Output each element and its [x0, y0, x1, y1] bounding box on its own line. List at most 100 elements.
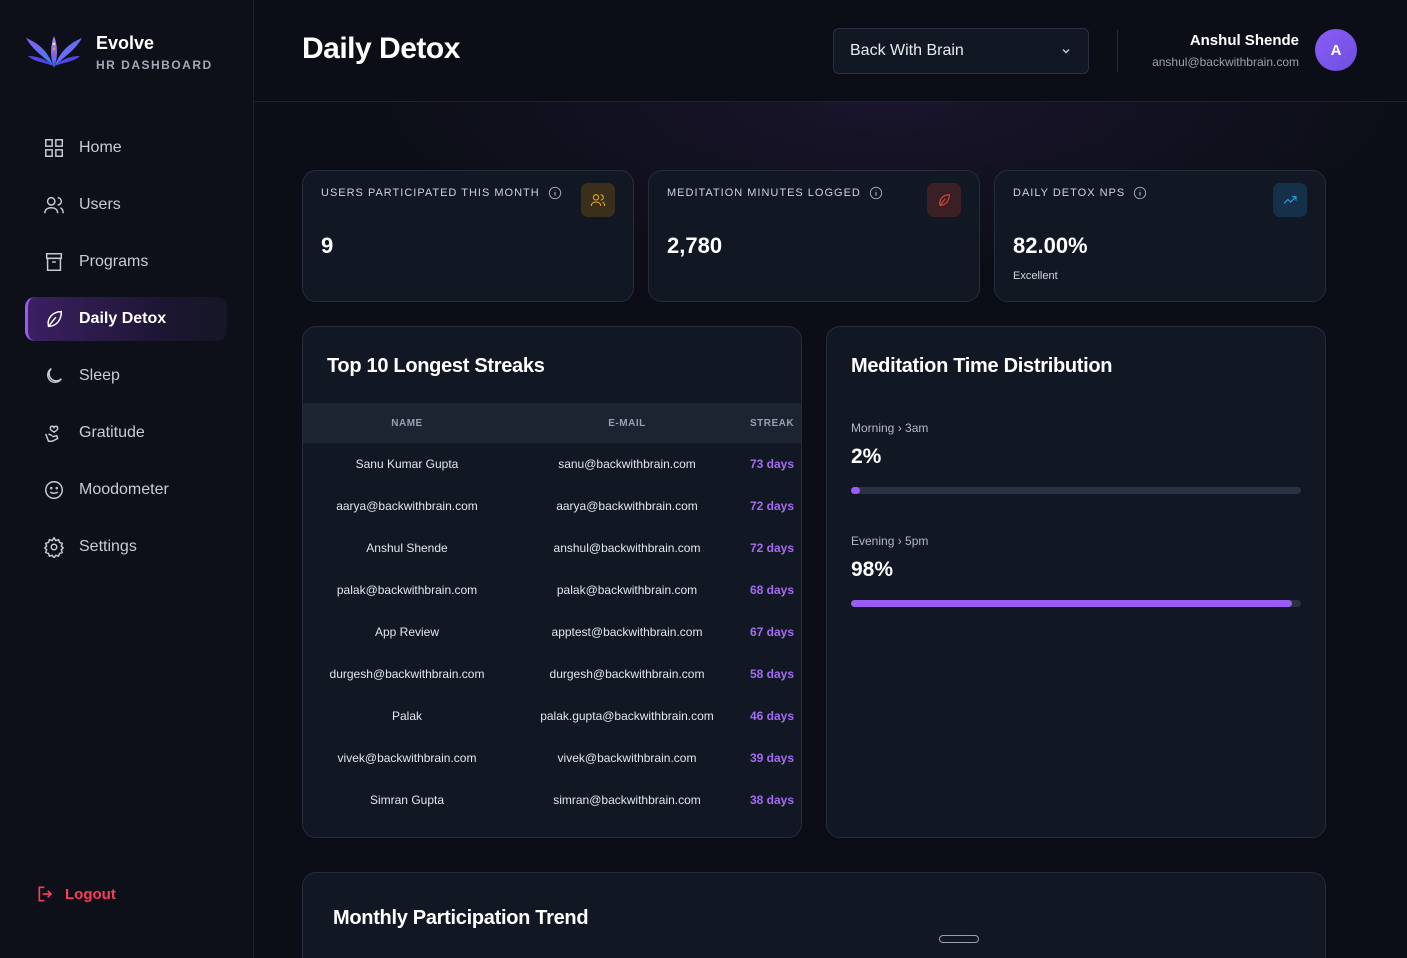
stat-icon-box: [1273, 183, 1307, 217]
sidebar-item-label: Programs: [79, 253, 149, 270]
table-row[interactable]: aarya@backwithbrain.com aarya@backwithbra…: [303, 485, 801, 527]
column-header-email[interactable]: E-MAIL: [608, 417, 646, 429]
table-row[interactable]: palak@backwithbrain.com palak@backwithbra…: [303, 569, 801, 611]
table-row[interactable]: durgesh@backwithbrain.com durgesh@backwit…: [303, 653, 801, 695]
user-email: anshul@backwithbrain.com: [1152, 55, 1299, 69]
table-header: NAME E-MAIL STREAK: [303, 403, 801, 443]
sidebar-item-label: Home: [79, 139, 122, 156]
brand-name: Evolve: [96, 33, 155, 53]
stat-label: MEDITATION MINUTES LOGGED: [667, 187, 861, 199]
moon-icon: [47, 368, 62, 383]
leaf-icon: [47, 310, 63, 328]
logout-button[interactable]: Logout: [36, 884, 116, 904]
stat-value: 2,780: [667, 233, 723, 258]
leaf-icon: [939, 194, 950, 206]
user-name: Anshul Shende: [1189, 32, 1299, 49]
stat-label: USERS PARTICIPATED THIS MONTH: [321, 187, 540, 199]
stat-value: 9: [321, 233, 334, 258]
stat-icon-box: [581, 183, 615, 217]
sidebar-item-sleep[interactable]: Sleep: [25, 354, 227, 398]
cell-email: durgesh@backwithbrain.com: [549, 667, 705, 681]
cell-email: vivek@backwithbrain.com: [557, 751, 697, 765]
progress-fill-morning: [851, 487, 860, 494]
table-body: Sanu Kumar Gupta sanu@backwithbrain.com 73…: [303, 443, 801, 821]
logout-label: Logout: [65, 885, 116, 903]
cell-email: palak.gupta@backwithbrain.com: [540, 709, 714, 723]
cell-streak: 58 days: [749, 667, 795, 681]
organization-select[interactable]: Back With Brain: [833, 28, 1089, 74]
cell-streak: 67 days: [749, 625, 795, 639]
distribution-label-evening: Evening › 5pm: [851, 534, 929, 548]
cell-streak: 68 days: [749, 583, 795, 597]
cell-name: Palak: [391, 709, 423, 723]
table-row[interactable]: Simran Gupta simran@backwithbrain.com 38 d…: [303, 779, 801, 821]
cell-name: App Review: [374, 625, 440, 639]
distribution-card: Meditation Time Distribution Morning › 3…: [826, 326, 1326, 838]
cell-name: durgesh@backwithbrain.com: [329, 667, 485, 681]
stat-card-header: USERS PARTICIPATED THIS MONTH: [321, 186, 562, 200]
cell-streak: 39 days: [749, 751, 795, 765]
progress-fill-evening: [851, 600, 1292, 607]
stat-card-meditation-minutes: MEDITATION MINUTES LOGGED 2,780: [648, 170, 980, 302]
cell-name: vivek@backwithbrain.com: [337, 751, 477, 765]
distribution-value-morning: 2%: [851, 445, 882, 468]
users-icon: [44, 196, 64, 214]
cell-streak: 46 days: [749, 709, 795, 723]
gear-icon: [43, 536, 65, 558]
trend-title: Monthly Participation Trend: [333, 907, 589, 929]
stat-label: DAILY DETOX NPS: [1013, 187, 1126, 199]
chart-toggle-handle[interactable]: [939, 935, 979, 943]
cell-email: simran@backwithbrain.com: [553, 793, 701, 807]
sidebar-item-programs[interactable]: Programs: [25, 240, 227, 284]
users-icon: [590, 194, 606, 207]
table-row[interactable]: Sanu Kumar Gupta sanu@backwithbrain.com 73…: [303, 443, 801, 485]
sidebar-item-settings[interactable]: Settings: [25, 525, 227, 569]
archive-icon: [45, 253, 63, 271]
stat-card-detox-nps: DAILY DETOX NPS 82.00% Excellent: [994, 170, 1326, 302]
cell-name: aarya@backwithbrain.com: [336, 499, 478, 513]
cell-email: anshul@backwithbrain.com: [553, 541, 701, 555]
sidebar-item-gratitude[interactable]: Gratitude: [25, 411, 227, 455]
sidebar-item-daily-detox[interactable]: Daily Detox: [25, 297, 227, 341]
grid-icon: [45, 139, 63, 157]
trend-card: Monthly Participation Trend: [302, 872, 1326, 958]
table-row[interactable]: Anshul Shende anshul@backwithbrain.com 72 …: [303, 527, 801, 569]
brand[interactable]: Evolve HR DASHBOARD: [24, 32, 213, 72]
cell-streak: 38 days: [749, 793, 795, 807]
column-header-streak[interactable]: STREAK: [749, 417, 795, 429]
info-icon[interactable]: [1133, 186, 1147, 200]
info-icon[interactable]: [548, 186, 562, 200]
distribution-value-evening: 98%: [851, 558, 894, 581]
sidebar-item-home[interactable]: Home: [25, 126, 227, 170]
sidebar-item-users[interactable]: Users: [25, 183, 227, 227]
cell-name: palak@backwithbrain.com: [336, 583, 478, 597]
sidebar-item-moodometer[interactable]: Moodometer: [25, 468, 227, 512]
streaks-card: Top 10 Longest Streaks NAME E-MAIL STREA…: [302, 326, 802, 838]
stat-subtext: Excellent: [1013, 270, 1058, 282]
cell-email: aarya@backwithbrain.com: [556, 499, 698, 513]
table-row[interactable]: App Review apptest@backwithbrain.com 67 da…: [303, 611, 801, 653]
sidebar: Evolve HR DASHBOARD Home Users Programs …: [0, 0, 254, 958]
column-header-name[interactable]: NAME: [391, 417, 423, 429]
distribution-label-morning: Morning › 3am: [851, 421, 929, 435]
smile-icon: [45, 481, 63, 499]
avatar[interactable]: A: [1315, 29, 1357, 71]
cell-name: Simran Gupta: [369, 793, 445, 807]
cell-email: palak@backwithbrain.com: [556, 583, 698, 597]
table-row[interactable]: vivek@backwithbrain.com vivek@backwithbra…: [303, 737, 801, 779]
cell-name: Anshul Shende: [366, 541, 448, 555]
distribution-title: Meditation Time Distribution: [851, 355, 1113, 377]
user-info: Anshul Shende anshul@backwithbrain.com: [1152, 32, 1299, 69]
top-header: Daily Detox Back With Brain Anshul Shend…: [254, 0, 1407, 102]
info-icon[interactable]: [869, 186, 883, 200]
progress-bar-evening: [851, 600, 1301, 607]
cell-name: Sanu Kumar Gupta: [355, 457, 459, 471]
cell-streak: 72 days: [749, 499, 795, 513]
table-row[interactable]: Palak palak.gupta@backwithbrain.com 46 day…: [303, 695, 801, 737]
stat-value: 82.00%: [1013, 233, 1088, 258]
logout-icon: [38, 886, 53, 902]
streaks-title: Top 10 Longest Streaks: [327, 355, 545, 377]
stat-card-header: DAILY DETOX NPS: [1013, 186, 1147, 200]
sidebar-item-label: Users: [79, 196, 121, 213]
lotus-logo-icon: [26, 36, 82, 68]
